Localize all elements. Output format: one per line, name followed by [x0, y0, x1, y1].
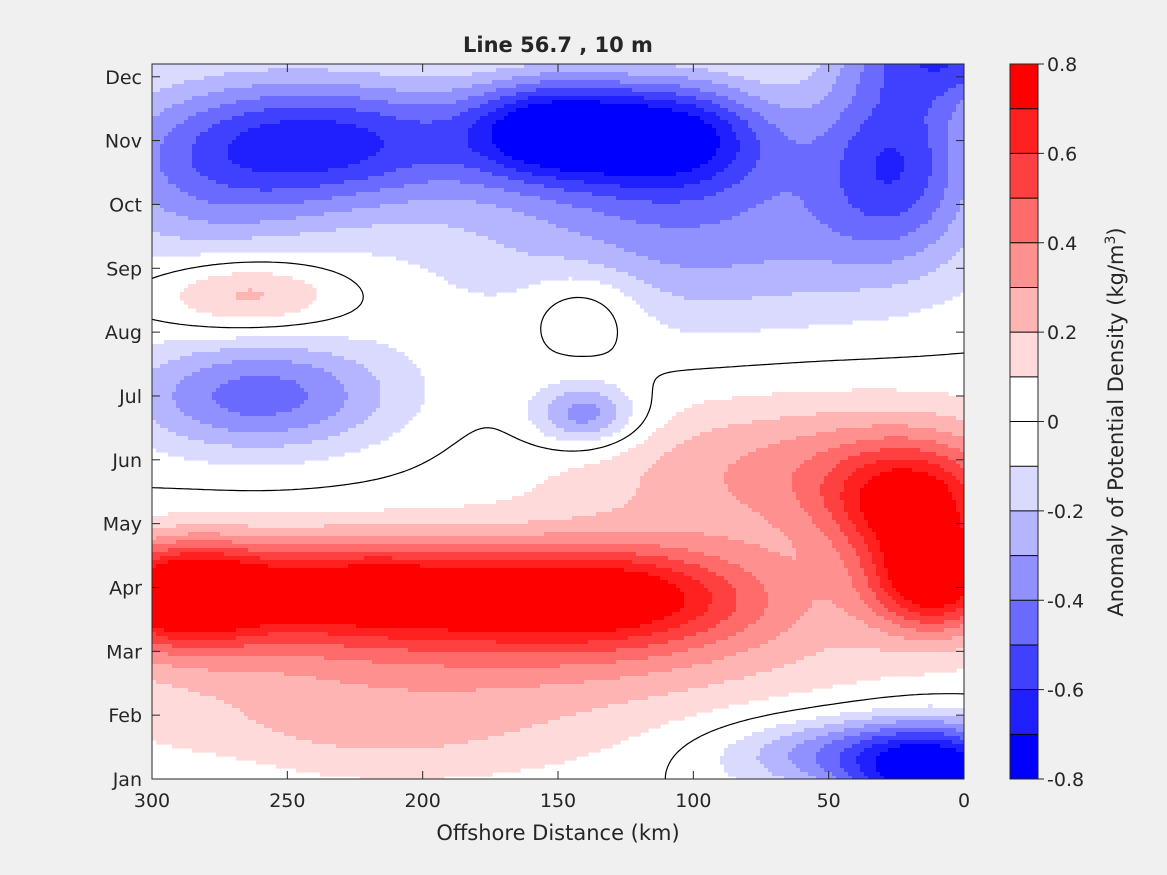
- colorbar-segment: [1010, 644, 1038, 691]
- x-tick-label: 150: [540, 790, 576, 812]
- colorbar-segment: [1010, 64, 1038, 110]
- y-tick-label: Jun: [111, 450, 142, 472]
- x-tick-label: 200: [405, 790, 441, 812]
- colorbar-tick-label: 0.8: [1047, 54, 1077, 76]
- x-axis-label: Offshore Distance (km): [436, 821, 679, 845]
- x-tick-label: 100: [675, 790, 711, 812]
- colorbar-label: Anomaly of Potential Density (kg/m3): [1103, 227, 1128, 616]
- colorbar-tick-label: -0.6: [1047, 680, 1084, 702]
- colorbar-label-superscript: 3: [1103, 236, 1119, 245]
- colorbar-segment: [1010, 734, 1038, 780]
- y-tick-label: Jul: [118, 386, 142, 408]
- colorbar-tick-label: -0.8: [1047, 769, 1084, 791]
- y-axis-ticks: Jan Feb Mar Apr May Jun Jul Aug Sep Oct Nov Dec: [103, 67, 964, 791]
- colorbar-segment: [1010, 287, 1038, 333]
- y-tick-label: Jan: [112, 769, 142, 791]
- colorbar-tick-label: -0.4: [1047, 590, 1084, 612]
- x-tick-label: 300: [134, 790, 170, 812]
- y-tick-label: Sep: [106, 258, 142, 280]
- colorbar-segment: [1010, 376, 1038, 422]
- colorbar-segment: [1010, 555, 1038, 601]
- colorbar-tick-label: 0: [1047, 412, 1059, 434]
- chart-title: Line 56.7 , 10 m: [463, 33, 653, 57]
- colorbar-ticks: 0.8 0.6 0.4 0.2 0 -0.2 -0.4 -0.6 -0.8: [1038, 54, 1084, 791]
- colorbar-segment: [1010, 153, 1038, 199]
- colorbar-segment: [1010, 421, 1038, 467]
- colorbar-segment: [1010, 198, 1038, 244]
- contour-fill: [152, 64, 964, 779]
- colorbar-tick-label: 0.2: [1047, 322, 1077, 344]
- y-tick-label: Feb: [108, 705, 142, 727]
- colorbar-segment: [1010, 600, 1038, 646]
- y-tick-label: Mar: [106, 641, 142, 663]
- colorbar-tick-label: -0.2: [1047, 501, 1084, 523]
- colorbar-label-text: Anomaly of Potential Density (kg/m: [1104, 245, 1128, 617]
- y-tick-label: Apr: [109, 577, 142, 599]
- x-tick-label: 250: [269, 790, 305, 812]
- colorbar-tick-label: 0.6: [1047, 143, 1077, 165]
- colorbar-label-suffix: ): [1104, 227, 1128, 235]
- colorbar-segment: [1010, 466, 1038, 512]
- colorbar-segment: [1010, 510, 1038, 557]
- colorbar-segment: [1010, 242, 1038, 288]
- y-tick-label: Dec: [105, 67, 142, 89]
- x-tick-label: 0: [958, 790, 970, 812]
- x-tick-label: 50: [817, 790, 841, 812]
- x-axis-ticks: 300 250 200 150 100 50 0: [134, 64, 970, 812]
- colorbar-segment: [1010, 689, 1038, 735]
- y-tick-label: Nov: [105, 131, 142, 153]
- colorbar-segment: [1010, 108, 1038, 154]
- plot-area: [152, 64, 964, 779]
- y-tick-label: May: [103, 514, 142, 536]
- y-tick-label: Aug: [105, 322, 142, 344]
- zero-contour-line: [152, 261, 964, 779]
- colorbar-tick-label: 0.4: [1047, 233, 1077, 255]
- colorbar: [1009, 63, 1039, 780]
- y-tick-label: Oct: [109, 194, 142, 216]
- colorbar-segment: [1010, 332, 1038, 378]
